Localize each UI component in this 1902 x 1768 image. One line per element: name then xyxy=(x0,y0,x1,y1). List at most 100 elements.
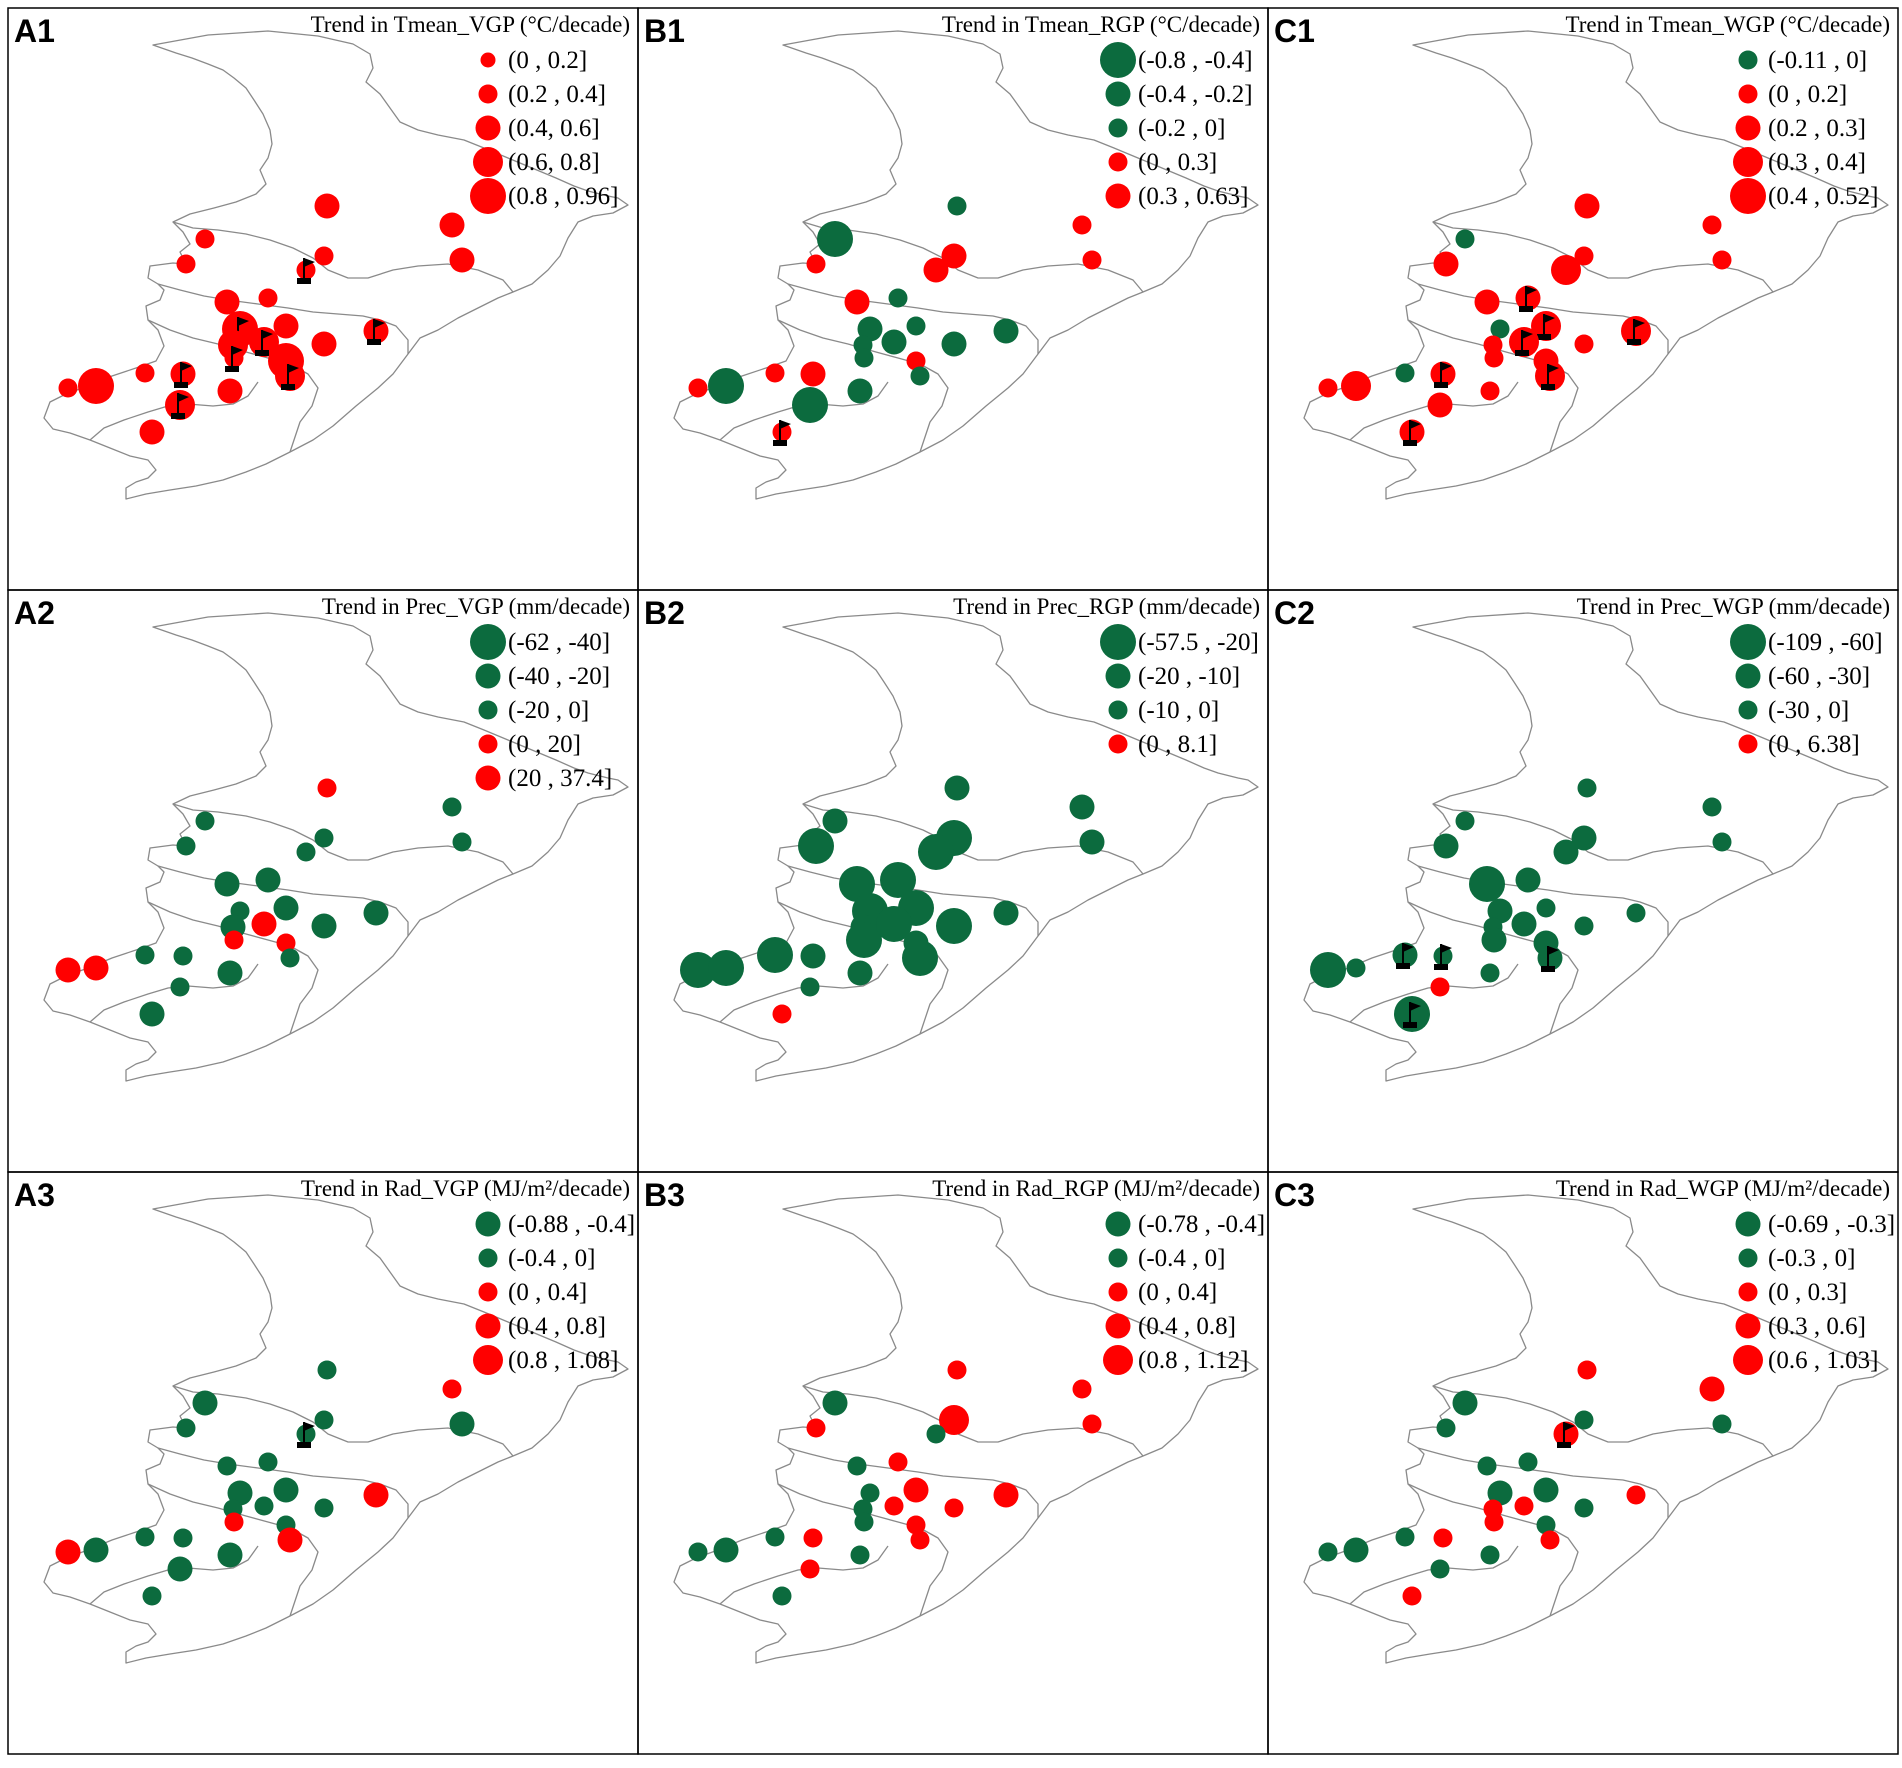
station-markers xyxy=(55,778,472,1027)
station-markers xyxy=(1310,778,1732,1032)
station-marker xyxy=(1082,250,1102,270)
station-marker xyxy=(888,1452,908,1472)
station-marker xyxy=(195,229,215,249)
station-marker xyxy=(854,1512,874,1532)
station-marker xyxy=(258,1452,278,1472)
legend-symbol xyxy=(1735,115,1761,141)
legend-label: (-0.88 , -0.4] xyxy=(508,1211,635,1238)
station-marker xyxy=(708,950,744,986)
station-marker xyxy=(1490,319,1510,339)
province-border xyxy=(1417,1447,1669,1518)
station-marker xyxy=(926,1424,946,1444)
station-marker xyxy=(1484,348,1504,368)
legend-symbol xyxy=(478,1282,498,1302)
station-marker xyxy=(680,952,716,988)
station-marker xyxy=(800,977,820,997)
legend-label: (0 , 0.3] xyxy=(1768,1279,1847,1306)
legend-label: (0 , 0.4] xyxy=(1138,1279,1217,1306)
station-marker xyxy=(170,977,190,997)
station-marker xyxy=(888,288,908,308)
station-marker xyxy=(296,842,316,862)
station-marker xyxy=(1477,1456,1497,1476)
panel-label: B3 xyxy=(644,1177,685,1213)
legend-symbol xyxy=(1733,1345,1763,1375)
legend-label: (-0.2 , 0] xyxy=(1138,115,1225,142)
station-marker xyxy=(1433,1528,1453,1548)
station-marker xyxy=(135,1527,155,1547)
station-marker xyxy=(765,363,785,383)
station-marker xyxy=(1574,916,1594,936)
panel-label: A1 xyxy=(14,13,55,49)
station-marker xyxy=(1577,778,1597,798)
legend-label: (0.4 , 0.8] xyxy=(508,1313,606,1340)
legend-label: (-0.4 , 0] xyxy=(508,1245,595,1272)
legend-symbol xyxy=(1105,183,1131,209)
station-markers xyxy=(1318,1360,1732,1606)
station-marker xyxy=(1433,946,1453,966)
station-marker xyxy=(311,331,337,357)
legend-symbol xyxy=(1108,700,1128,720)
station-marker xyxy=(902,940,938,976)
station-marker xyxy=(1574,193,1600,219)
station-marker xyxy=(1574,246,1594,266)
legend-label: (-10 , 0] xyxy=(1138,697,1219,724)
station-marker xyxy=(803,1528,823,1548)
station-marker xyxy=(176,254,196,274)
station-marker xyxy=(1481,927,1507,953)
legend-symbol xyxy=(475,765,501,791)
station-marker xyxy=(936,908,972,944)
station-marker xyxy=(847,960,873,986)
legend-symbol xyxy=(1738,700,1758,720)
station-marker xyxy=(1540,1530,1560,1550)
legend-symbol xyxy=(473,147,503,177)
station-marker xyxy=(224,1512,244,1532)
legend: (-57.5 , -20] (-20 , -10] (-10 , 0] (0 , 8.… xyxy=(1100,624,1259,758)
legend-label: (-0.8 , -0.4] xyxy=(1138,47,1253,74)
legend-label: (-57.5 , -20] xyxy=(1138,629,1259,656)
station-marker xyxy=(1536,1515,1556,1535)
station-marker xyxy=(688,1542,708,1562)
station-marker xyxy=(1318,378,1338,398)
region-boundary xyxy=(673,612,1259,1082)
station-marker xyxy=(822,1390,848,1416)
station-marker xyxy=(173,946,193,966)
legend-label: (0 , 0.3] xyxy=(1138,149,1217,176)
legend: (-0.78 , -0.4] (-0.4 , 0] (0 , 0.4] (0.4 , … xyxy=(1103,1211,1265,1375)
legend: (-109 , -60] (-60 , -30] (-30 , 0] (0 , 6.3… xyxy=(1730,624,1883,758)
map-panel-a3: A3 Trend in Rad_VGP (MJ/m²/decade) (-0.88 … xyxy=(7,1171,639,1755)
station-marker xyxy=(1571,825,1597,851)
legend-symbol xyxy=(473,1345,503,1375)
legend-symbol xyxy=(475,1211,501,1237)
station-marker xyxy=(854,348,874,368)
province-border xyxy=(157,283,409,354)
station-marker xyxy=(135,945,155,965)
station-markers xyxy=(680,775,1105,1024)
panel-label: C2 xyxy=(1274,595,1315,631)
station-marker xyxy=(167,1556,193,1582)
station-marker xyxy=(1430,977,1450,997)
legend-label: (0.3 , 0.63] xyxy=(1138,183,1248,210)
significance-flag-icon xyxy=(1515,330,1533,356)
station-marker xyxy=(273,1477,299,1503)
station-marker xyxy=(224,930,244,950)
legend-symbol xyxy=(470,624,506,660)
significance-flag-icon xyxy=(1434,944,1452,970)
station-marker xyxy=(903,1477,929,1503)
station-marker xyxy=(1395,363,1415,383)
legend-symbol xyxy=(1100,42,1136,78)
panel-title: Trend in Rad_WGP (MJ/m²/decade) xyxy=(1556,1176,1890,1201)
legend: (-0.69 , -0.3] (-0.3 , 0] (0 , 0.3] (0.3 , … xyxy=(1733,1211,1895,1375)
station-marker xyxy=(251,911,277,937)
province-border xyxy=(157,865,409,936)
station-marker xyxy=(713,1537,739,1563)
legend-label: (0.3 , 0.4] xyxy=(1768,149,1866,176)
panel-label: C1 xyxy=(1274,13,1315,49)
station-marker xyxy=(195,811,215,831)
station-marker xyxy=(1455,811,1475,831)
station-marker xyxy=(1702,215,1722,235)
station-marker xyxy=(363,900,389,926)
station-marker xyxy=(1480,381,1500,401)
station-marker xyxy=(442,797,462,817)
station-marker xyxy=(1436,1418,1456,1438)
